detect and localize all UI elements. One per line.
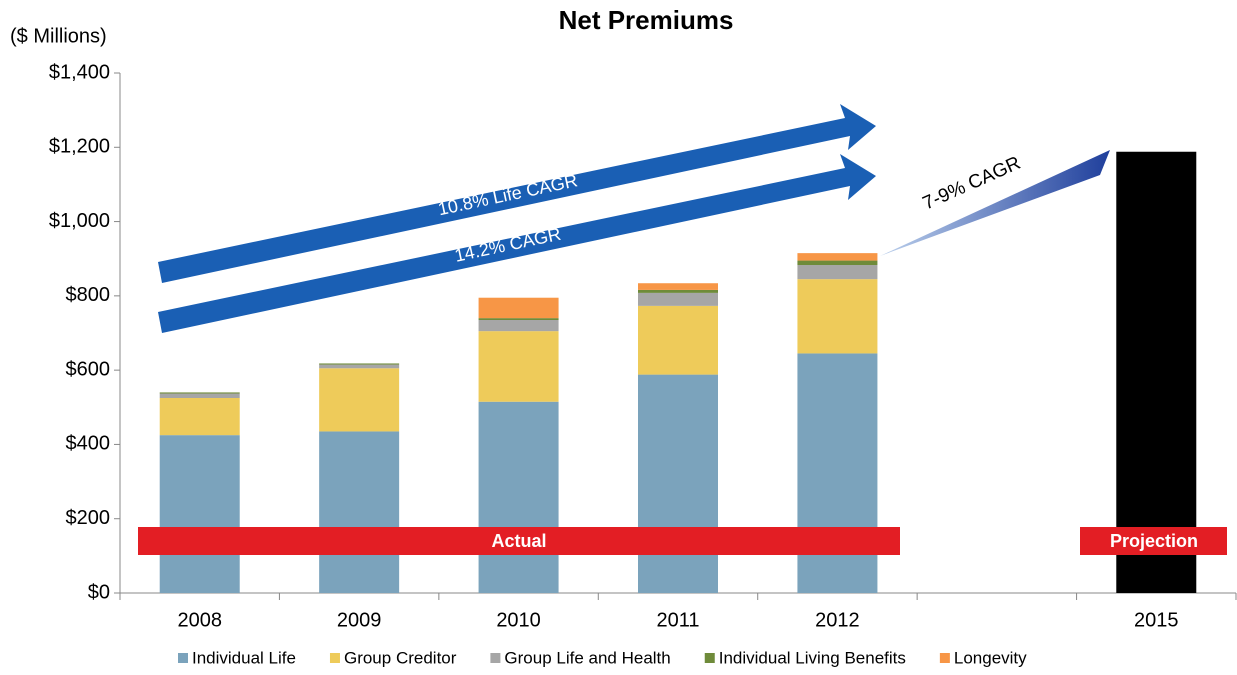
- bar-segment: [319, 368, 400, 432]
- bar-segment: [159, 435, 240, 593]
- y-tick-label: $1,000: [49, 210, 110, 232]
- actual-band: [138, 527, 900, 555]
- bar-segment: [797, 253, 878, 261]
- bar-segment: [797, 265, 878, 280]
- bar-segment: [478, 318, 559, 320]
- bar-segment: [478, 297, 559, 319]
- bar-segment: [638, 292, 718, 306]
- bar-segment: [159, 392, 240, 394]
- legend-label: Individual Life: [192, 648, 296, 667]
- bar-segment: [797, 260, 878, 266]
- bar-segment: [638, 289, 718, 293]
- bar-segment: [797, 353, 878, 593]
- bar-segment: [159, 398, 240, 436]
- projection-bar: [1116, 151, 1197, 593]
- legend-label: Group Creditor: [344, 648, 457, 667]
- legend-swatch: [490, 653, 501, 663]
- actual-label: Actual: [491, 531, 546, 551]
- y-tick-label: $600: [66, 358, 111, 380]
- legend: Individual Life Group Creditor Group Life …: [178, 648, 1027, 667]
- chart-title: Net Premiums: [559, 5, 734, 35]
- y-tick-label: $200: [66, 507, 111, 529]
- bar-segment: [478, 401, 559, 593]
- y-tick-label: $400: [66, 433, 111, 455]
- legend-label: Longevity: [954, 648, 1027, 667]
- legend-swatch: [704, 653, 715, 663]
- y-tick-label: $1,400: [49, 61, 110, 83]
- bar-segment: [159, 393, 240, 398]
- bar-segment: [319, 364, 400, 369]
- legend-swatch: [178, 653, 188, 663]
- bar-segment: [478, 331, 559, 402]
- y-tick-label: $0: [88, 581, 110, 603]
- legend-swatch: [329, 653, 340, 663]
- arrow: [158, 154, 876, 333]
- unit-label: ($ Millions): [10, 25, 107, 47]
- bar-segment: [638, 374, 718, 593]
- bar-segment: [797, 279, 878, 354]
- arrow-label: 14.2% CAGR: [453, 224, 563, 266]
- overlays: Actual Projection 10.8% Life CAGR 14.2% …: [138, 104, 1227, 555]
- x-tick-label: 2011: [656, 609, 699, 631]
- wedge: [880, 150, 1110, 256]
- projection-band: [1080, 527, 1227, 555]
- bar-segment: [319, 363, 400, 365]
- bar-segment: [478, 320, 559, 332]
- bar-segment: [319, 431, 400, 593]
- x-tick-label: 2008: [177, 609, 222, 631]
- bar-segment: [638, 283, 718, 290]
- y-tick-label: $800: [66, 284, 111, 306]
- x-tick-label: 2015: [1134, 609, 1179, 631]
- bar-segment: [638, 305, 718, 375]
- y-tick-label: $1,200: [49, 136, 110, 158]
- x-tick-label: 2009: [337, 609, 382, 631]
- legend-label: Group Life and Health: [504, 648, 670, 667]
- legend-label: Individual Living Benefits: [719, 648, 906, 667]
- legend-swatch: [939, 653, 950, 663]
- projection-label: Projection: [1110, 531, 1198, 551]
- x-tick-label: 2012: [815, 609, 860, 631]
- arrow: [158, 104, 876, 283]
- x-tick-label: 2010: [496, 609, 541, 631]
